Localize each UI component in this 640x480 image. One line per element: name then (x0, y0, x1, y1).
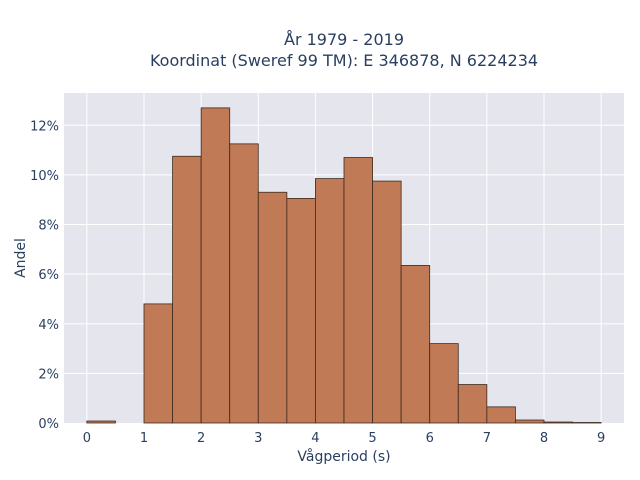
histogram-bar (86, 420, 116, 424)
histogram-bar (143, 303, 173, 424)
histogram-bar (400, 265, 431, 424)
histogram-bar (257, 191, 288, 424)
histogram-bar (229, 143, 259, 424)
histogram-bar (200, 107, 231, 424)
y-axis-ticks: 0% 2% 4% 6% 8% 10% 12% (30, 119, 59, 432)
x-tick-label: 7 (483, 431, 491, 446)
x-tick-label: 0 (83, 431, 91, 446)
x-axis-ticks: 0 1 2 3 4 5 6 7 8 9 (83, 431, 606, 446)
histogram-bar (172, 155, 202, 424)
histogram-bar (486, 406, 516, 424)
y-tick-label: 6% (38, 268, 59, 283)
x-tick-label: 1 (140, 431, 148, 446)
y-tick-label: 12% (30, 119, 59, 134)
histogram-bar (343, 157, 373, 424)
y-axis-label: Andel (13, 238, 29, 278)
x-tick-label: 4 (311, 431, 319, 446)
histogram-bar (457, 384, 488, 424)
chart-title-line2: Koordinat (Sweref 99 TM): E 346878, N 62… (150, 51, 538, 70)
y-tick-label: 8% (38, 219, 59, 234)
x-axis-label: Vågperiod (s) (297, 448, 390, 465)
x-tick-label: 3 (254, 431, 262, 446)
histogram-bar (372, 180, 402, 424)
histogram-bar (543, 421, 573, 424)
x-tick-label: 6 (426, 431, 434, 446)
bars (86, 107, 602, 424)
x-tick-label: 9 (597, 431, 605, 446)
histogram-bar (429, 343, 459, 424)
x-tick-label: 8 (540, 431, 548, 446)
histogram-bar (515, 419, 545, 424)
chart-title-line1: År 1979 - 2019 (284, 30, 404, 49)
x-tick-label: 2 (197, 431, 205, 446)
histogram-bar (315, 178, 345, 424)
x-tick-label: 5 (368, 431, 376, 446)
y-tick-label: 10% (30, 169, 59, 184)
y-tick-label: 4% (38, 318, 59, 333)
y-tick-label: 0% (38, 417, 59, 432)
y-tick-label: 2% (38, 367, 59, 382)
histogram-bar (286, 198, 316, 424)
